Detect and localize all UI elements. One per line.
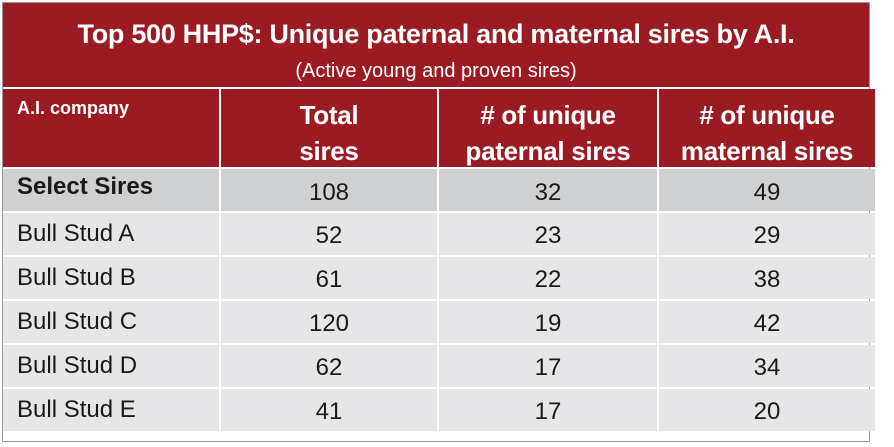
table-frame: Top 500 HHP$: Unique paternal and matern… — [2, 2, 875, 442]
table-subtitle: (Active young and proven sires) — [295, 60, 577, 82]
total-cell: 120 — [221, 301, 437, 343]
company-cell: Bull Stud D — [3, 345, 219, 387]
table-title: Top 500 HHP$: Unique paternal and matern… — [77, 19, 795, 49]
total-cell: 62 — [221, 345, 437, 387]
maternal-cell: 34 — [659, 345, 875, 387]
maternal-cell: 20 — [659, 389, 875, 431]
header-paternal-line2: paternal sires — [465, 136, 631, 166]
maternal-cell: 42 — [659, 301, 875, 343]
header-total-line1: Total — [299, 100, 359, 130]
total-cell: 41 — [221, 389, 437, 431]
total-cell: 61 — [221, 257, 437, 299]
total-cell: 108 — [221, 169, 437, 211]
header-total-line2: sires — [299, 136, 359, 166]
header-maternal-line1: # of unique — [699, 100, 835, 130]
company-cell: Bull Stud A — [3, 213, 219, 255]
paternal-cell: 17 — [439, 345, 657, 387]
header-total-sires: Total sires — [221, 89, 437, 167]
sires-table: A.I. company Total sires # of unique pat… — [3, 89, 875, 431]
header-maternal-sires: # of unique maternal sires — [659, 89, 875, 167]
maternal-cell: 49 — [659, 169, 875, 211]
paternal-cell: 22 — [439, 257, 657, 299]
header-company: A.I. company — [3, 89, 219, 167]
paternal-cell: 23 — [439, 213, 657, 255]
paternal-cell: 19 — [439, 301, 657, 343]
maternal-cell: 29 — [659, 213, 875, 255]
title-block: Top 500 HHP$: Unique paternal and matern… — [3, 3, 869, 87]
header-paternal-sires: # of unique paternal sires — [439, 89, 657, 167]
company-cell: Select Sires — [3, 169, 219, 211]
company-cell: Bull Stud B — [3, 257, 219, 299]
maternal-cell: 38 — [659, 257, 875, 299]
header-company-label: A.I. company — [17, 98, 130, 118]
header-maternal-line2: maternal sires — [680, 136, 854, 166]
total-cell: 52 — [221, 213, 437, 255]
paternal-cell: 17 — [439, 389, 657, 431]
header-paternal-line1: # of unique — [480, 100, 616, 130]
paternal-cell: 32 — [439, 169, 657, 211]
company-cell: Bull Stud E — [3, 389, 219, 431]
company-cell: Bull Stud C — [3, 301, 219, 343]
